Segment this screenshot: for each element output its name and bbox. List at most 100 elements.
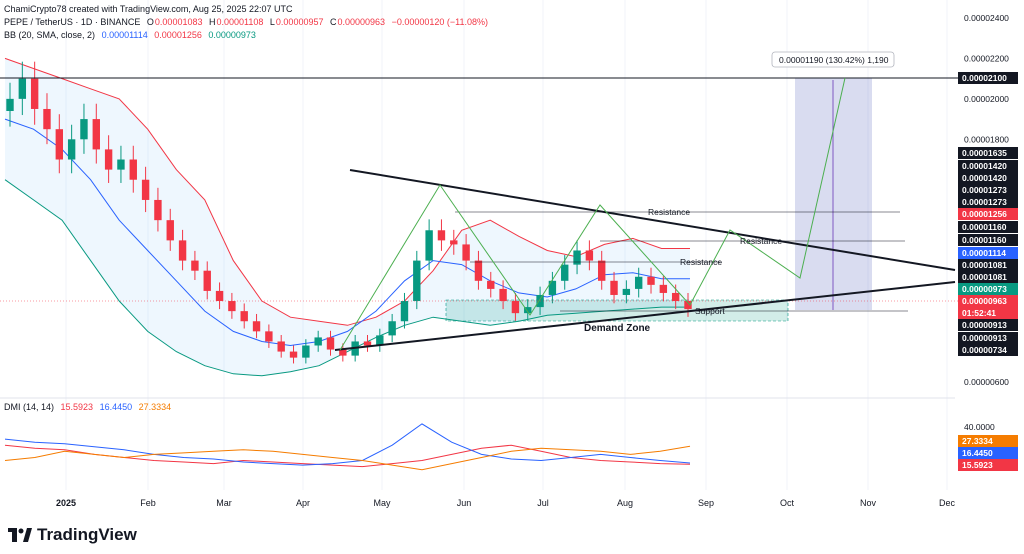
time-axis-label: Sep bbox=[698, 498, 714, 508]
price-tick-label: 0.00001800 bbox=[964, 134, 1009, 144]
price-label-text: 0.00001635 bbox=[962, 148, 1007, 158]
candle-body bbox=[141, 179, 150, 200]
triangle-upper-trendline bbox=[349, 169, 956, 271]
candle-body bbox=[647, 276, 655, 285]
candle-body bbox=[6, 98, 14, 111]
dmi-value-box bbox=[958, 459, 1018, 471]
candle-body bbox=[610, 280, 618, 295]
price-label-text: 0.00001160 bbox=[962, 222, 1007, 232]
candle-body bbox=[129, 159, 137, 180]
resistance-label-2: Resistance bbox=[740, 236, 782, 246]
candle-body bbox=[425, 230, 433, 261]
candle-body bbox=[240, 311, 248, 322]
candle-body bbox=[548, 280, 557, 295]
time-axis-label: Feb bbox=[140, 498, 156, 508]
candle-body bbox=[228, 301, 236, 312]
candle-body bbox=[376, 335, 384, 346]
price-label-text: 0.00000963 bbox=[962, 296, 1007, 306]
candle-body bbox=[634, 276, 643, 289]
price-label-text: 0.00000913 bbox=[962, 333, 1007, 343]
price-axis: 0.00002400 0.00002200 0.00002000 0.00001800… bbox=[958, 13, 1018, 387]
price-label-text: 0.00001420 bbox=[962, 173, 1007, 183]
candle-body bbox=[684, 301, 692, 310]
price-label-text: 0.00002100 bbox=[962, 73, 1007, 83]
dmi-line-1 bbox=[4, 423, 691, 466]
bb-legend: BB (20, SMA, close, 2) 0.00001114 0.0000… bbox=[4, 30, 260, 40]
target-label: 0.00001190 (130.42%) 1,190 bbox=[779, 55, 889, 65]
candle-body bbox=[191, 260, 199, 271]
time-axis-label: Apr bbox=[296, 498, 310, 508]
bb-lower-line bbox=[4, 179, 690, 377]
header-line-1: ChamiCrypto78 created with TradingView.c… bbox=[4, 4, 297, 14]
dmi-legend: DMI (14, 14) 15.5923 16.4450 27.3334 bbox=[4, 402, 175, 412]
price-label-box bbox=[958, 247, 1018, 259]
dmi-value-1: 15.5923 bbox=[60, 402, 94, 412]
candle-body bbox=[524, 307, 532, 314]
price-label-box bbox=[958, 72, 1018, 84]
candle-body bbox=[499, 288, 507, 302]
price-label-box bbox=[958, 259, 1018, 271]
candle-body bbox=[487, 280, 495, 289]
candle-body bbox=[302, 345, 310, 358]
candle-body bbox=[154, 199, 162, 221]
candle-body bbox=[561, 264, 569, 281]
price-label-box bbox=[958, 196, 1018, 208]
ohlc-change: −0.00000120 (−11.08%) bbox=[391, 17, 488, 27]
bb-lower-value: 0.00000973 bbox=[208, 30, 256, 40]
price-tick-label: 0.00000600 bbox=[964, 377, 1009, 387]
price-label-box bbox=[958, 160, 1018, 172]
candle-body bbox=[388, 321, 396, 336]
price-label-box bbox=[958, 283, 1018, 295]
candle-body bbox=[400, 301, 409, 322]
price-label-box bbox=[958, 234, 1018, 246]
candle-body bbox=[573, 250, 581, 265]
price-label-box bbox=[958, 295, 1018, 307]
price-label-text: 0.00001081 bbox=[962, 272, 1007, 282]
resistance-label-1: Resistance bbox=[648, 207, 690, 217]
price-label-text: 0.00000913 bbox=[962, 320, 1007, 330]
dmi-value-box bbox=[958, 447, 1018, 459]
price-tick-label: 0.00002400 bbox=[964, 13, 1009, 23]
candle-body bbox=[178, 240, 187, 261]
candle-body bbox=[18, 78, 27, 99]
price-label-box bbox=[958, 221, 1018, 233]
resistance-label-3: Resistance bbox=[680, 257, 722, 267]
price-label-text: 0.00000973 bbox=[962, 284, 1007, 294]
price-label-text: 0.00001273 bbox=[962, 185, 1007, 195]
time-axis-label: Jun bbox=[457, 498, 472, 508]
candle-body bbox=[659, 284, 668, 293]
bb-label[interactable]: BB (20, SMA, close, 2) bbox=[4, 30, 96, 40]
price-label-box bbox=[958, 271, 1018, 283]
dmi-value-3: 27.3334 bbox=[138, 402, 172, 412]
candle-body bbox=[166, 220, 174, 241]
candle-body bbox=[511, 301, 520, 314]
candle-body bbox=[326, 337, 335, 350]
brand-name: TradingView bbox=[37, 525, 137, 544]
symbol-label[interactable]: PEPE / TetherUS · 1D · BINANCE bbox=[4, 17, 141, 27]
header-symbol-line: PEPE / TetherUS · 1D · BINANCE O0.000010… bbox=[4, 17, 492, 27]
tradingview-logo[interactable]: TradingView bbox=[8, 525, 137, 545]
time-axis: 2025 Feb Mar Apr May Jun Jul Aug Sep Oct Nov Dec bbox=[56, 498, 956, 508]
dmi-line-2 bbox=[4, 445, 691, 471]
candle-body bbox=[289, 351, 298, 358]
candle-body bbox=[265, 331, 273, 342]
ohlc-close: 0.00000963 bbox=[337, 17, 386, 27]
price-label-box bbox=[958, 332, 1018, 344]
ohlc-low: 0.00000957 bbox=[275, 17, 324, 27]
price-label-text: 0.00001160 bbox=[962, 235, 1007, 245]
candle-body bbox=[474, 260, 483, 281]
time-axis-label: Dec bbox=[939, 498, 956, 508]
candle-body bbox=[462, 244, 470, 261]
candle-body bbox=[252, 321, 261, 332]
candle-body bbox=[203, 270, 211, 291]
candle-body bbox=[363, 341, 372, 346]
projection-path bbox=[339, 77, 846, 351]
dmi-label[interactable]: DMI (14, 14) bbox=[4, 402, 55, 412]
dmi-tick-label: 40.0000 bbox=[964, 422, 995, 432]
price-label-text: 0.00001273 bbox=[962, 197, 1007, 207]
ohlc-low-label: L bbox=[269, 17, 275, 27]
price-label-box bbox=[958, 184, 1018, 196]
candle-body bbox=[55, 129, 64, 160]
candle-body bbox=[413, 260, 421, 302]
target-tooltip-box bbox=[771, 51, 895, 68]
